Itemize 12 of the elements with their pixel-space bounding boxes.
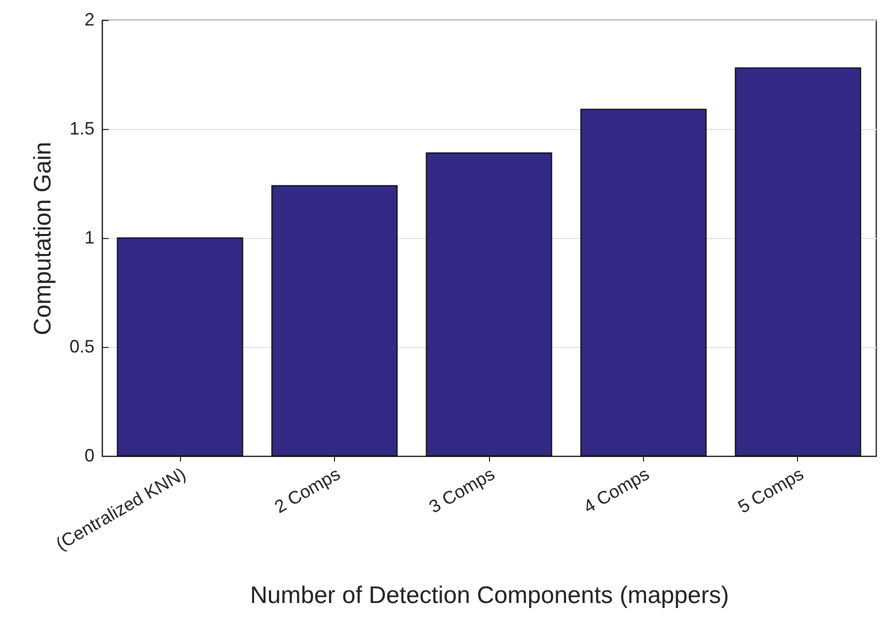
y-tick-label: 1.5 bbox=[69, 118, 94, 138]
y-tick-label: 1 bbox=[84, 228, 94, 248]
y-tick-label: 0 bbox=[84, 446, 94, 466]
y-axis-title: Computation Gain bbox=[29, 142, 56, 336]
bar bbox=[734, 67, 862, 457]
x-axis-title: Number of Detection Components (mappers) bbox=[250, 582, 729, 610]
bar bbox=[271, 185, 398, 457]
y-tick-label: 2 bbox=[84, 10, 94, 30]
bar bbox=[426, 152, 552, 457]
bar bbox=[580, 108, 707, 457]
y-tick-label: 0.5 bbox=[69, 336, 94, 356]
bar bbox=[116, 237, 244, 457]
